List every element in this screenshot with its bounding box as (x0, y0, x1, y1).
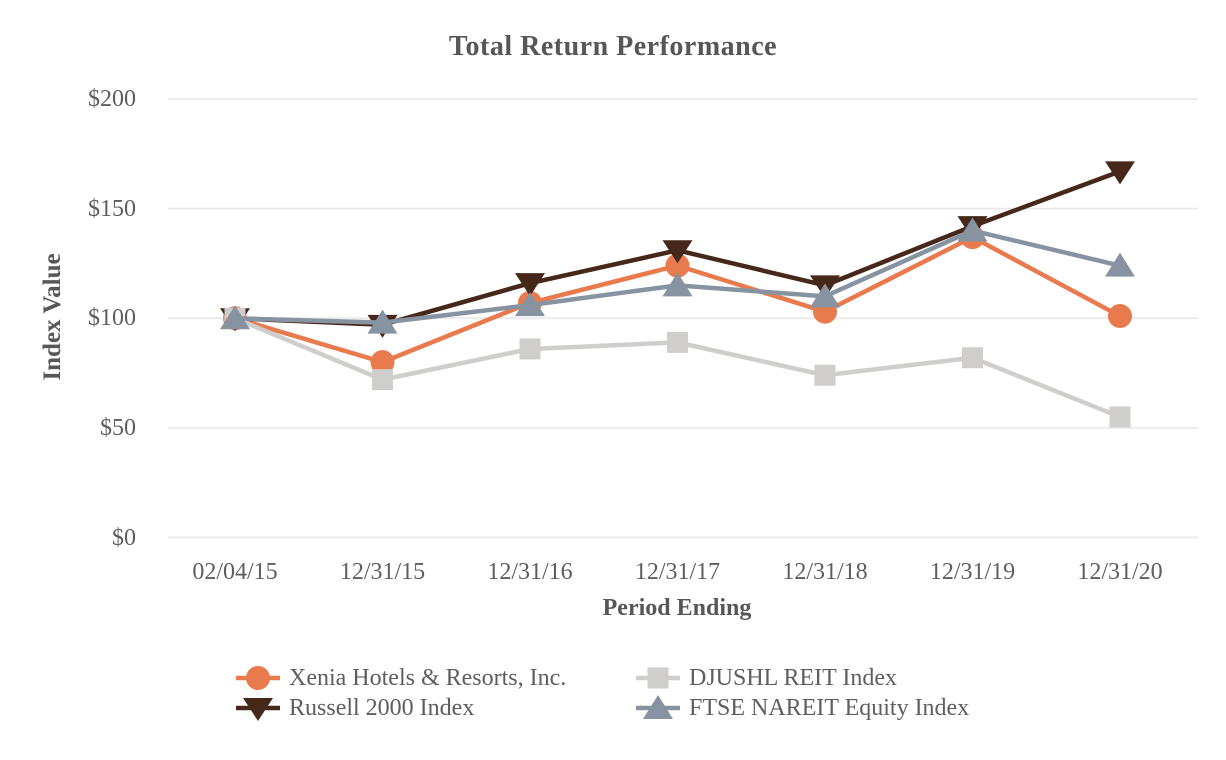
legend-marker (243, 698, 273, 721)
x-axis-title: Period Ending (602, 595, 752, 621)
legend-item: Xenia Hotels & Resorts, Inc. (235, 663, 566, 693)
x-tick-label: 12/31/20 (1077, 559, 1163, 585)
square-legend-icon (636, 667, 680, 689)
legend-label: Xenia Hotels & Resorts, Inc. (289, 664, 567, 691)
data-point-marker (957, 217, 988, 242)
x-tick-label: 02/04/15 (192, 559, 278, 585)
data-point-marker (662, 272, 693, 297)
y-tick-label: $0 (112, 524, 136, 551)
x-tick-label: 12/31/17 (634, 559, 721, 585)
data-point-marker (814, 364, 836, 386)
data-point-marker (810, 283, 840, 308)
data-point-marker (1108, 304, 1132, 329)
triangle-down-legend-icon (236, 698, 280, 721)
legend-label: FTSE NAREIT Equity Index (689, 694, 970, 721)
x-tick-label: 12/31/19 (929, 559, 1016, 585)
y-tick-label: $200 (88, 86, 136, 112)
triangle-up-legend-icon (636, 695, 680, 719)
y-tick-label: $100 (88, 305, 136, 332)
data-point-marker (1109, 406, 1131, 428)
legend-label: DJUSHL REIT Index (689, 664, 897, 691)
data-point-marker (667, 331, 688, 353)
legend-marker (647, 667, 669, 689)
data-point-marker (962, 347, 983, 369)
data-point-marker (1105, 252, 1135, 277)
legend-marker (643, 695, 673, 719)
data-point-marker (662, 240, 693, 264)
data-point-marker (515, 292, 545, 317)
legend-item: Russell 2000 Index (235, 693, 474, 723)
data-point-marker (367, 309, 398, 334)
data-point-marker (665, 253, 690, 278)
data-point-marker (220, 305, 250, 330)
x-tick-label: 12/31/15 (339, 559, 426, 585)
data-point-marker (519, 338, 541, 360)
legend-item: DJUSHL REIT Index (635, 663, 897, 693)
legend-label: Russell 2000 Index (289, 694, 475, 721)
y-tick-label: $150 (88, 195, 136, 222)
x-tick-label: 12/31/16 (487, 559, 573, 585)
legend-item: FTSE NAREIT Equity Index (635, 693, 969, 723)
chart-title: Total Return Performance (448, 31, 778, 62)
data-point-marker (372, 369, 393, 391)
data-point-marker (370, 350, 395, 375)
data-point-marker (515, 273, 545, 297)
x-tick-label: 12/31/18 (782, 559, 868, 585)
legend-marker (246, 666, 270, 690)
circle-legend-icon (236, 666, 280, 690)
data-point-marker (1105, 161, 1135, 185)
y-tick-label: $50 (100, 414, 136, 441)
